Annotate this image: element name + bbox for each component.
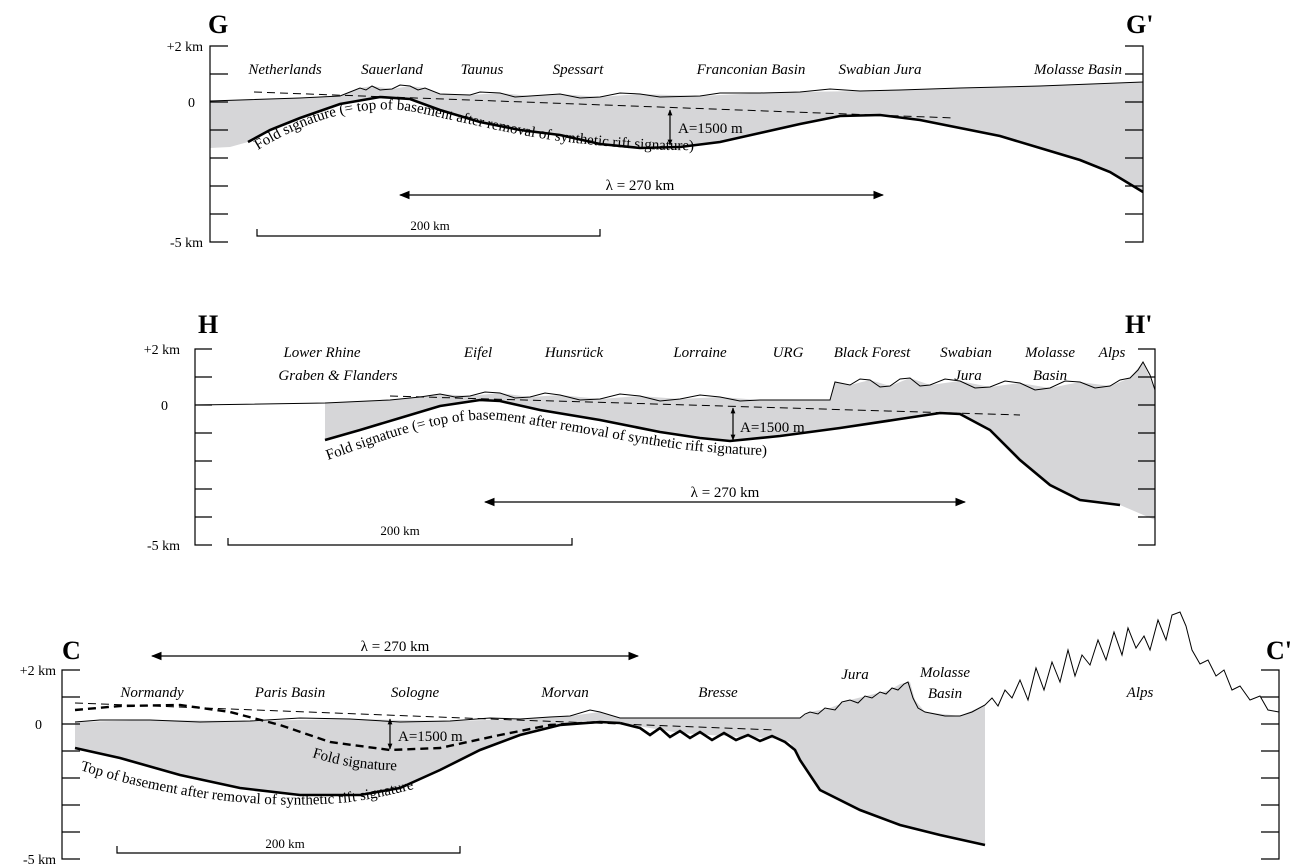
scale-label: 200 km (410, 218, 449, 233)
section-start: H (198, 310, 218, 339)
section-g: G G' +2 km 0 -5 km Netherlands Sauerland… (167, 10, 1154, 251)
place: Sologne (391, 685, 440, 701)
axis-right (1261, 670, 1279, 859)
place: Basin (928, 686, 962, 702)
axis-label: 0 (35, 718, 42, 733)
amplitude: A=1500 m (740, 420, 805, 436)
place: Black Forest (834, 345, 911, 361)
axis-label: -5 km (23, 853, 56, 868)
section-c: C C' +2 km 0 -5 km Normandy Paris Basin … (20, 612, 1292, 868)
place: URG (773, 345, 804, 361)
place: Molasse (919, 665, 970, 681)
place: Swabian Jura (839, 62, 922, 78)
axis-label: 0 (188, 96, 195, 111)
section-h: H H' +2 km 0 -5 km Lower Rhine Graben & … (144, 310, 1155, 554)
place: Alps (1098, 345, 1126, 361)
axis-label: +2 km (167, 40, 203, 55)
axis-left (195, 349, 212, 545)
scale-bar (228, 538, 572, 545)
amplitude: A=1500 m (398, 729, 463, 745)
sediment-fill (75, 682, 985, 845)
scale-label: 200 km (265, 836, 304, 851)
place: Morvan (540, 685, 589, 701)
place: Lower Rhine (282, 345, 360, 361)
axis-label: +2 km (144, 343, 180, 358)
section-end: C' (1266, 636, 1292, 665)
axis-label: -5 km (170, 236, 203, 251)
place: Taunus (461, 62, 504, 78)
place: Paris Basin (254, 685, 325, 701)
axis-left (62, 670, 80, 859)
amplitude: A=1500 m (678, 121, 743, 137)
place: Bresse (698, 685, 738, 701)
wavelength: λ = 270 km (691, 485, 760, 501)
place: Jura (841, 667, 869, 683)
place: Jura (954, 368, 982, 384)
place: Spessart (553, 62, 605, 78)
section-start: G (208, 10, 228, 39)
axis-label: -5 km (147, 539, 180, 554)
place: Graben & Flanders (278, 368, 397, 384)
scale-label: 200 km (380, 523, 419, 538)
place: Normandy (119, 685, 184, 701)
place: Lorraine (672, 345, 727, 361)
place: Franconian Basin (696, 62, 806, 78)
place: Molasse (1024, 345, 1075, 361)
place: Eifel (463, 345, 492, 361)
place: Basin (1033, 368, 1067, 384)
axis-label: +2 km (20, 664, 56, 679)
topography (75, 612, 1279, 722)
section-end: G' (1126, 10, 1153, 39)
place: Sauerland (361, 62, 423, 78)
axis-label: 0 (161, 399, 168, 414)
place: Swabian (940, 345, 992, 361)
place: Netherlands (247, 62, 321, 78)
page: {"panels": [ {"start_label": "G", "end_l… (0, 0, 1301, 868)
wavelength: λ = 270 km (606, 178, 675, 194)
wavelength: λ = 270 km (361, 639, 430, 655)
figure: G G' +2 km 0 -5 km Netherlands Sauerland… (0, 0, 1301, 868)
place: Hunsrück (544, 345, 604, 361)
section-start: C (62, 636, 81, 665)
section-end: H' (1125, 310, 1152, 339)
place: Molasse Basin (1033, 62, 1122, 78)
place: Alps (1126, 685, 1154, 701)
